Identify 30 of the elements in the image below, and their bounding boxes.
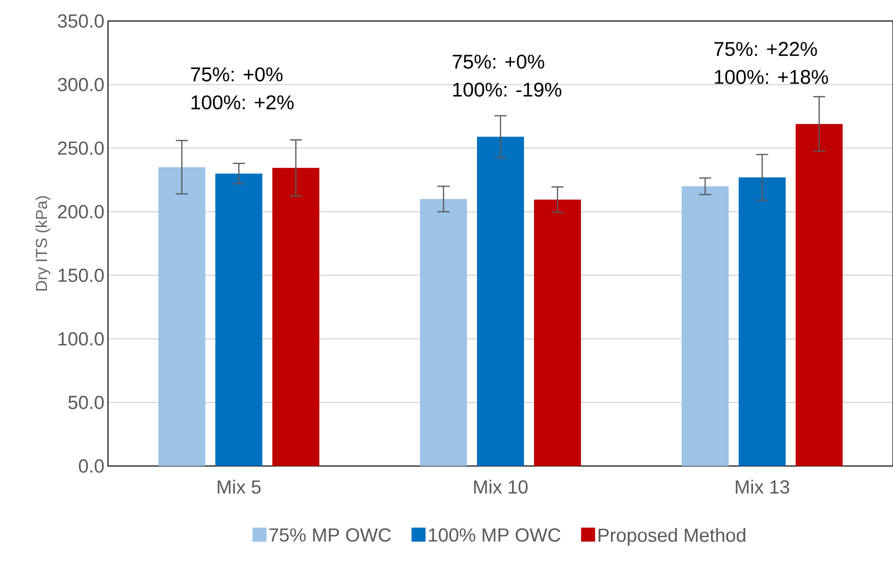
y-tick-label: 300.0	[58, 78, 104, 92]
y-tick-label: 350.0	[58, 14, 104, 28]
annotation: 75%: +22%	[714, 42, 817, 56]
legend-label: 75% MP OWC	[269, 528, 391, 542]
annotation: 100%: +18%	[714, 70, 828, 84]
y-tick-label: 250.0	[58, 141, 104, 155]
bar	[738, 177, 786, 466]
bar	[272, 168, 320, 466]
x-tick-label: Mix 10	[474, 480, 528, 494]
bar	[420, 199, 467, 466]
bar	[682, 186, 729, 466]
y-tick-label: 150.0	[58, 268, 104, 282]
y-tick-label: 0.0	[78, 459, 104, 473]
legend-label: Proposed Method	[598, 528, 746, 546]
annotation: 75%: +0%	[191, 67, 283, 82]
bar	[158, 167, 206, 466]
bar	[477, 136, 524, 466]
bar	[796, 124, 843, 466]
x-tick-label: Mix 13	[736, 480, 790, 494]
legend-label: 100% MP OWC	[428, 528, 560, 542]
y-tick-label: 50.0	[68, 396, 104, 410]
bar	[534, 200, 582, 466]
annotation: 100%: -19%	[453, 82, 562, 97]
x-tick-label: Mix 5	[218, 480, 261, 494]
bar	[215, 174, 262, 466]
y-axis-title: Dry ITS (kPa)	[35, 196, 50, 290]
y-tick-label: 100.0	[58, 332, 104, 346]
annotation: 75%: +0%	[452, 54, 544, 69]
y-tick-label: 200.0	[58, 205, 104, 218]
annotation: 100%: +2%	[192, 95, 294, 110]
